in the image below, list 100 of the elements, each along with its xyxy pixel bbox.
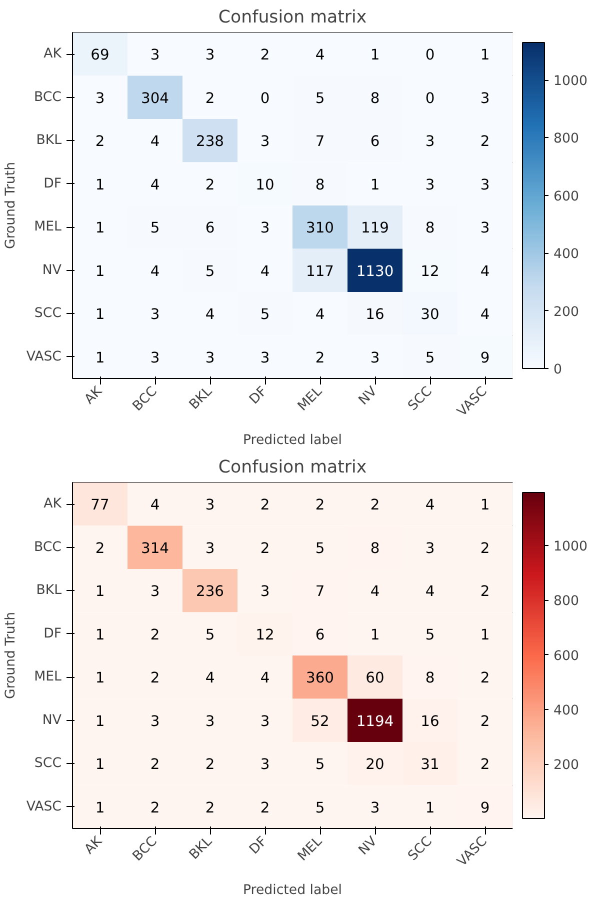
x-tick-label: BKL <box>186 834 216 863</box>
data-label: 1 <box>95 349 105 366</box>
data-label: 119 <box>361 220 389 237</box>
data-label: 1 <box>95 626 105 644</box>
data-label: 0 <box>425 90 435 107</box>
y-tick-label: VASC <box>26 799 62 814</box>
data-label: 69 <box>90 46 110 64</box>
data-label: 5 <box>425 626 435 644</box>
color-bar-label: 400 <box>554 703 579 718</box>
data-label: 7 <box>315 583 325 600</box>
data-label: 2 <box>205 176 215 194</box>
data-label: 0 <box>260 90 270 107</box>
x-axis-title: Predicted label <box>242 882 342 898</box>
data-label: 3 <box>260 712 270 730</box>
data-label: 10 <box>256 176 274 194</box>
data-label: 1130 <box>356 262 394 280</box>
y-axis-title: Ground Truth <box>3 612 18 700</box>
data-label: 7 <box>315 133 325 150</box>
data-label: 3 <box>205 712 215 730</box>
y-tick-label: VASC <box>26 349 62 364</box>
data-label: 2 <box>480 712 490 730</box>
data-label: 2 <box>480 583 490 600</box>
data-label: 2 <box>260 496 270 514</box>
color-bar-label: 400 <box>554 247 579 262</box>
data-label: 77 <box>90 496 110 514</box>
data-label: 3 <box>205 496 215 514</box>
data-label: 2 <box>205 756 215 774</box>
color-bar-label: 1000 <box>554 74 588 90</box>
data-label: 360 <box>306 670 334 687</box>
y-tick-label: AK <box>44 496 63 512</box>
data-label: 8 <box>315 176 325 194</box>
data-label: 2 <box>205 90 215 107</box>
data-label: 1 <box>95 262 105 280</box>
data-label: 8 <box>370 90 380 107</box>
y-tick-label: DF <box>44 176 62 192</box>
data-label: 3 <box>370 349 380 366</box>
color-bar-label: 800 <box>554 132 579 147</box>
data-label: 4 <box>260 262 270 280</box>
data-label: 3 <box>425 176 435 194</box>
data-label: 1 <box>370 626 380 644</box>
data-label: 4 <box>150 496 160 514</box>
y-tick-label: BKL <box>36 583 62 598</box>
chart-title: Confusion matrix <box>218 458 367 478</box>
data-label: 1 <box>480 496 490 514</box>
color-bar-label: 600 <box>554 189 579 204</box>
data-label: 4 <box>315 46 325 64</box>
color-bar-label: 800 <box>554 594 579 610</box>
data-label: 2 <box>315 496 325 514</box>
y-tick-label: BCC <box>34 90 62 105</box>
data-label: 3 <box>95 90 105 107</box>
data-label: 4 <box>425 496 435 514</box>
data-label: 2 <box>480 540 490 557</box>
data-label: 3 <box>370 799 380 816</box>
data-label: 3 <box>480 220 490 237</box>
data-label: 4 <box>425 583 435 600</box>
chart-title: Confusion matrix <box>218 8 367 28</box>
data-label: 9 <box>480 799 490 816</box>
x-tick-label: AK <box>82 383 106 408</box>
y-tick-label: BCC <box>34 540 62 555</box>
data-label: 3 <box>150 349 160 366</box>
data-label: 12 <box>256 626 274 644</box>
data-label: 3 <box>205 349 215 366</box>
x-tick-label: NV <box>356 834 380 858</box>
data-label: 1 <box>95 712 105 730</box>
y-tick-label: SCC <box>34 756 62 772</box>
data-label: 3 <box>260 133 270 150</box>
x-tick-label: AK <box>82 833 106 858</box>
data-label: 3 <box>260 583 270 600</box>
data-label: 314 <box>141 540 169 557</box>
data-label: 12 <box>420 262 440 280</box>
data-label: 2 <box>480 133 490 150</box>
data-label: 4 <box>205 306 215 324</box>
data-label: 6 <box>205 220 215 237</box>
data-label: 2 <box>315 349 325 366</box>
data-label: 2 <box>260 540 270 557</box>
data-label: 3 <box>150 712 160 730</box>
data-label: 117 <box>306 262 334 280</box>
data-label: 3 <box>480 176 490 194</box>
data-label: 1 <box>370 46 380 64</box>
y-tick-label: NV <box>42 262 62 278</box>
x-tick-label: MEL <box>295 384 326 414</box>
data-label: 3 <box>150 306 160 324</box>
data-label: 1 <box>425 799 435 816</box>
data-label: 236 <box>196 583 224 600</box>
data-label: 4 <box>150 176 160 194</box>
data-label: 5 <box>260 306 270 324</box>
data-label: 4 <box>205 670 215 687</box>
data-label: 2 <box>150 626 160 644</box>
data-label: 0 <box>425 46 435 64</box>
x-tick-label: DF <box>247 834 270 858</box>
data-label: 4 <box>315 306 325 324</box>
data-label: 3 <box>260 220 270 237</box>
data-label: 5 <box>150 220 160 237</box>
data-label: 304 <box>141 90 169 107</box>
color-bar-label: 600 <box>554 648 579 664</box>
data-label: 1 <box>95 756 105 774</box>
data-label: 4 <box>150 133 160 150</box>
y-tick-label: MEL <box>34 670 62 685</box>
data-label: 5 <box>205 262 215 280</box>
data-label: 1 <box>480 626 490 644</box>
